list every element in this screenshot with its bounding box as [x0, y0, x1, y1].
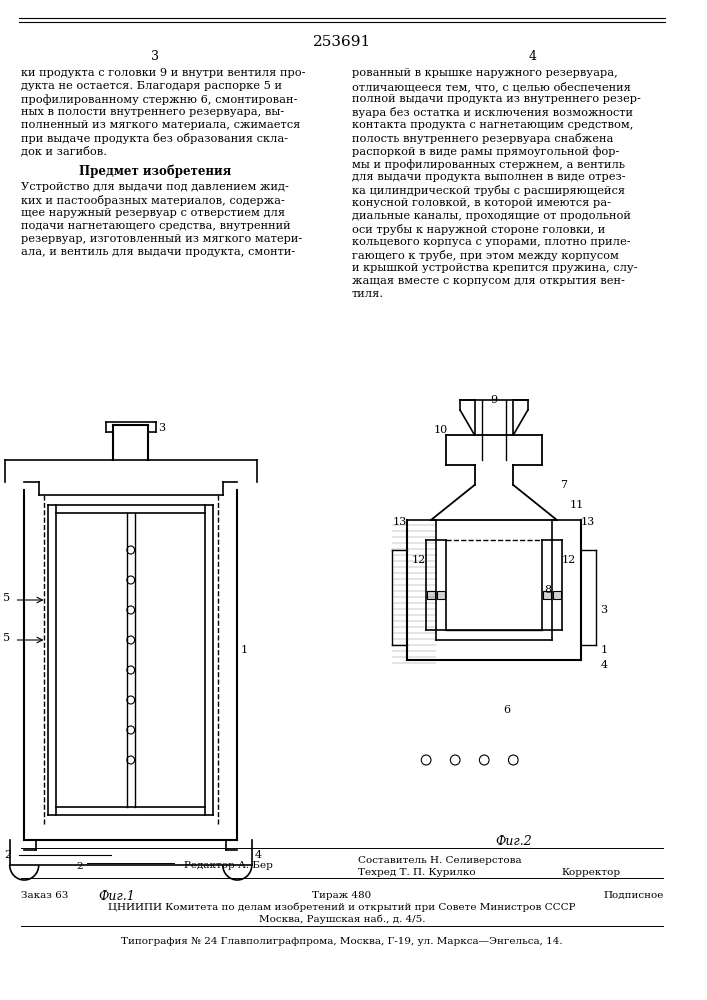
Text: профилированному стержню 6, смонтирован-: профилированному стержню 6, смонтирован-	[21, 94, 298, 105]
Text: резервуар, изготовленный из мягкого матери-: резервуар, изготовленный из мягкого мате…	[21, 234, 303, 244]
Text: Предмет изобретения: Предмет изобретения	[79, 165, 232, 178]
Text: 1: 1	[240, 645, 247, 655]
Text: 3: 3	[600, 605, 607, 615]
Text: контакта продукта с нагнетающим средством,: контакта продукта с нагнетающим средство…	[351, 120, 633, 130]
Text: 4: 4	[600, 660, 607, 670]
Text: 9: 9	[491, 395, 498, 405]
Text: 1: 1	[600, 645, 607, 655]
Text: ЦНИИПИ Комитета по делам изобретений и открытий при Совете Министров СССР: ЦНИИПИ Комитета по делам изобретений и о…	[108, 903, 575, 912]
Text: 5: 5	[3, 633, 10, 643]
Text: дукта не остается. Благодаря распорке 5 и: дукта не остается. Благодаря распорке 5 …	[21, 81, 282, 91]
Text: ки продукта с головки 9 и внутри вентиля про-: ки продукта с головки 9 и внутри вентиля…	[21, 68, 306, 78]
Text: Москва, Раушская наб., д. 4/5.: Москва, Раушская наб., д. 4/5.	[259, 914, 425, 924]
Text: при выдаче продукта без образования скла-: при выдаче продукта без образования скла…	[21, 133, 288, 144]
Text: 10: 10	[433, 425, 448, 435]
Text: 3: 3	[158, 423, 165, 433]
Text: 2: 2	[4, 850, 11, 860]
Text: 13: 13	[581, 517, 595, 527]
Text: отличающееся тем, что, с целью обеспечения: отличающееся тем, что, с целью обеспечен…	[351, 81, 631, 92]
Text: 12: 12	[562, 555, 576, 565]
Text: Фиг.2: Фиг.2	[495, 835, 532, 848]
Text: док и загибов.: док и загибов.	[21, 146, 107, 157]
Text: Заказ 63: Заказ 63	[21, 891, 69, 900]
Text: 2: 2	[76, 862, 83, 871]
Text: ных в полости внутреннего резервуара, вы-: ных в полости внутреннего резервуара, вы…	[21, 107, 284, 117]
Text: диальные каналы, проходящие от продольной: диальные каналы, проходящие от продольно…	[351, 211, 631, 221]
Text: мы и профилированных стержнем, а вентиль: мы и профилированных стержнем, а вентиль	[351, 159, 624, 170]
Text: 5: 5	[3, 593, 10, 603]
Text: Устройство для выдачи под давлением жид-: Устройство для выдачи под давлением жид-	[21, 182, 289, 192]
Text: кольцевого корпуса с упорами, плотно приле-: кольцевого корпуса с упорами, плотно при…	[351, 237, 630, 247]
Text: Составитель Н. Селиверстова: Составитель Н. Селиверстова	[358, 856, 522, 865]
Text: 12: 12	[412, 555, 426, 565]
Text: полость внутреннего резервуара снабжена: полость внутреннего резервуара снабжена	[351, 133, 613, 144]
Text: 13: 13	[392, 517, 407, 527]
Bar	[437, 591, 445, 599]
Text: полной выдачи продукта из внутреннего резер-: полной выдачи продукта из внутреннего ре…	[351, 94, 641, 104]
Text: ка цилиндрической трубы с расширяющейся: ка цилиндрической трубы с расширяющейся	[351, 185, 625, 196]
Text: полненный из мягкого материала, сжимается: полненный из мягкого материала, сжимаетс…	[21, 120, 300, 130]
Text: щее наружный резервуар с отверстием для: щее наружный резервуар с отверстием для	[21, 208, 286, 218]
Text: и крышкой устройства крепится пружина, слу-: и крышкой устройства крепится пружина, с…	[351, 263, 637, 273]
Bar	[427, 591, 435, 599]
Bar	[553, 591, 561, 599]
Text: тиля.: тиля.	[351, 289, 384, 299]
Text: Фиг.1: Фиг.1	[98, 890, 134, 903]
Text: конусной головкой, в которой имеются ра-: конусной головкой, в которой имеются ра-	[351, 198, 611, 208]
Text: 4: 4	[529, 50, 537, 63]
Text: Техред Т. П. Курилко: Техред Т. П. Курилко	[358, 868, 476, 877]
Text: Тираж 480: Тираж 480	[312, 891, 371, 900]
Text: Редактор А. Бер: Редактор А. Бер	[184, 861, 273, 870]
Text: 11: 11	[569, 500, 584, 510]
Text: жащая вместе с корпусом для открытия вен-: жащая вместе с корпусом для открытия вен…	[351, 276, 624, 286]
Text: 7: 7	[560, 480, 567, 490]
Bar	[543, 591, 551, 599]
Text: 8: 8	[544, 585, 551, 595]
Text: Корректор: Корректор	[562, 868, 621, 877]
Text: для выдачи продукта выполнен в виде отрез-: для выдачи продукта выполнен в виде отре…	[351, 172, 625, 182]
Text: ала, и вентиль для выдачи продукта, смонти-: ала, и вентиль для выдачи продукта, смон…	[21, 247, 296, 257]
Text: ких и пастообразных материалов, содержа-: ких и пастообразных материалов, содержа-	[21, 195, 285, 206]
Text: распоркой в виде рамы прямоугольной фор-: распоркой в виде рамы прямоугольной фор-	[351, 146, 619, 157]
Text: рованный в крышке наружного резервуара,: рованный в крышке наружного резервуара,	[351, 68, 617, 78]
Text: Типография № 24 Главполиграфпрома, Москва, Г-19, ул. Маркса—Энгельса, 14.: Типография № 24 Главполиграфпрома, Москв…	[121, 937, 563, 946]
Text: 3: 3	[151, 50, 159, 63]
Text: подачи нагнетающего средства, внутренний: подачи нагнетающего средства, внутренний	[21, 221, 291, 231]
Text: оси трубы к наружной стороне головки, и: оси трубы к наружной стороне головки, и	[351, 224, 604, 235]
Text: Подписное: Подписное	[603, 891, 663, 900]
Text: 253691: 253691	[312, 35, 371, 49]
Text: гающего к трубе, при этом между корпусом: гающего к трубе, при этом между корпусом	[351, 250, 619, 261]
Text: вуара без остатка и исключения возможности: вуара без остатка и исключения возможнос…	[351, 107, 633, 118]
Text: 6: 6	[503, 705, 510, 715]
Text: 4: 4	[255, 850, 262, 860]
